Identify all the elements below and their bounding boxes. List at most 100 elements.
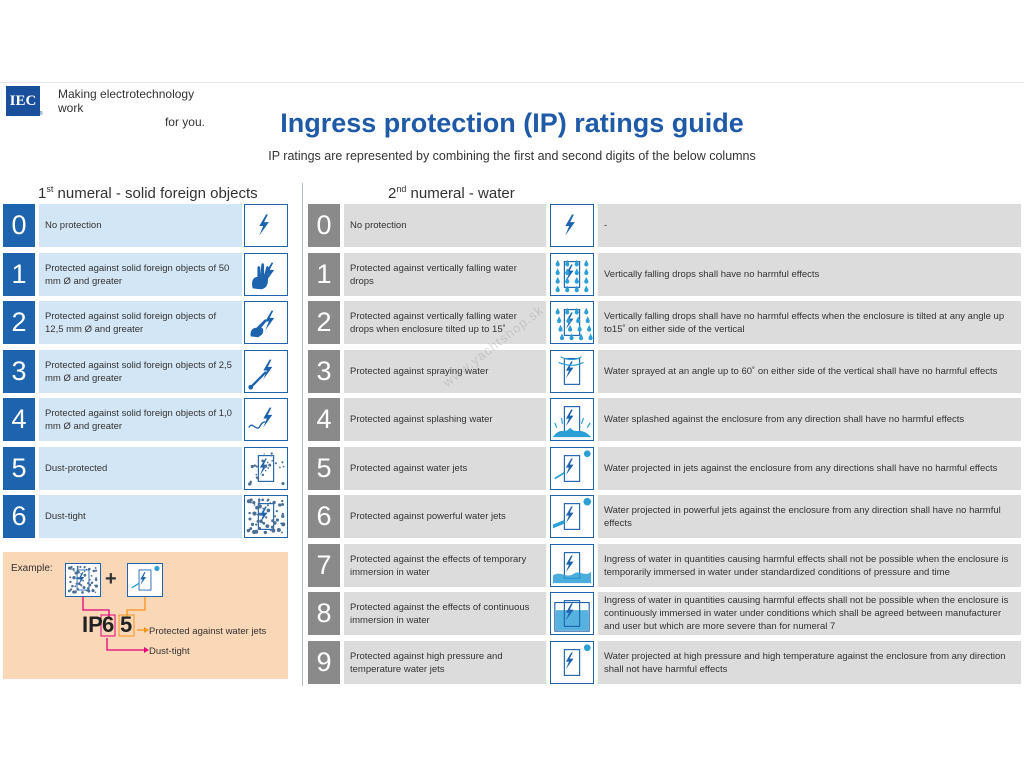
solid-row-0: 0 No protection <box>3 204 288 247</box>
rating-description: Dust-tight <box>39 495 242 538</box>
ip-prefix: IP <box>82 612 103 637</box>
water-jet-icon <box>127 563 163 597</box>
water-row-0: 0 No protection - <box>308 204 1021 247</box>
rating-number: 5 <box>3 447 35 490</box>
temporary-immersion-icon <box>550 544 594 587</box>
solid-row-3: 3 Protected against solid foreign object… <box>3 350 288 393</box>
rating-number: 1 <box>3 253 35 296</box>
water-row-8: 8 Protected against the effects of conti… <box>308 592 1021 635</box>
plus-sign: + <box>105 568 117 590</box>
tool-icon <box>244 350 288 393</box>
rating-number: 8 <box>308 592 340 635</box>
tagline: Making electrotechnology work for you. <box>58 87 208 129</box>
water-row-7: 7 Protected against the effects of tempo… <box>308 544 1021 587</box>
water-row-9: 9 Protected against high pressure and te… <box>308 641 1021 684</box>
rating-description: Protected against splashing water <box>344 398 546 441</box>
hand-icon <box>244 253 288 296</box>
rating-effect: Vertically falling drops shall have no h… <box>598 301 1021 344</box>
solid-row-4: 4 Protected against solid foreign object… <box>3 398 288 441</box>
rating-number: 6 <box>308 495 340 538</box>
column-divider <box>302 183 303 686</box>
rating-description: Protected against spraying water <box>344 350 546 393</box>
connector-line-jet <box>126 597 146 618</box>
dense-dust-icon <box>244 495 288 538</box>
iec-logo: IEC <box>6 86 40 116</box>
column-2-heading: 2nd numeral - water <box>388 184 515 202</box>
solid-row-6: 6 Dust-tight <box>3 495 288 538</box>
rating-description: Protected against vertically falling wat… <box>344 301 546 344</box>
registered-mark: ® <box>39 111 43 117</box>
water-row-3: 3 Protected against spraying water Water… <box>308 350 1021 393</box>
ip-digit-2: 5 <box>120 612 133 637</box>
rating-number: 3 <box>3 350 35 393</box>
rating-effect: Water sprayed at an angle up to 60˚ on e… <box>598 350 1021 393</box>
water-row-1: 1 Protected against vertically falling w… <box>308 253 1021 296</box>
connector-line-digit1 <box>106 638 144 651</box>
solid-row-2: 2 Protected against solid foreign object… <box>3 301 288 344</box>
rating-number: 4 <box>3 398 35 441</box>
rating-number: 6 <box>3 495 35 538</box>
tagline-line-1: Making electrotechnology work <box>58 87 195 115</box>
finger-icon <box>244 301 288 344</box>
rating-description: Protected against solid foreign objects … <box>39 301 242 344</box>
rating-effect: Ingress of water in quantities causing h… <box>598 592 1021 635</box>
rating-effect: Water splashed against the enclosure fro… <box>598 398 1021 441</box>
rating-description: Protected against solid foreign objects … <box>39 253 242 296</box>
column-1-heading-number: 1 <box>38 185 47 202</box>
water-row-2: 2 Protected against vertically falling w… <box>308 301 1021 344</box>
column-2-heading-suffix: nd <box>396 184 407 194</box>
rating-description: Protected against solid foreign objects … <box>39 398 242 441</box>
rating-number: 4 <box>308 398 340 441</box>
top-separator-line <box>0 82 1024 83</box>
page-title: Ingress protection (IP) ratings guide <box>280 108 744 138</box>
high-pressure-jet-icon <box>550 641 594 684</box>
rating-number: 0 <box>3 204 35 247</box>
water-row-5: 5 Protected against water jets Water pro… <box>308 447 1021 490</box>
column-2-heading-text: numeral - water <box>406 185 515 202</box>
example-note-water-jets: Protected against water jets <box>149 626 267 637</box>
spray-icon <box>550 350 594 393</box>
rating-number: 1 <box>308 253 340 296</box>
rating-description: Dust-protected <box>39 447 242 490</box>
example-label: Example: <box>11 563 53 574</box>
rating-description: Protected against powerful water jets <box>344 495 546 538</box>
tilted-drops-icon <box>550 301 594 344</box>
rating-description: Protected against water jets <box>344 447 546 490</box>
rating-number: 7 <box>308 544 340 587</box>
arrow-head-digit2 <box>144 627 149 633</box>
column-1-heading: 1st numeral - solid foreign objects <box>38 184 258 202</box>
column-1-heading-suffix: st <box>46 184 54 194</box>
water-row-4: 4 Protected against splashing water Wate… <box>308 398 1021 441</box>
splash-icon <box>550 398 594 441</box>
column-1-heading-text: numeral - solid foreign objects <box>53 185 258 202</box>
rating-number: 3 <box>308 350 340 393</box>
solid-row-1: 1 Protected against solid foreign object… <box>3 253 288 296</box>
page-subtitle: IP ratings are represented by combining … <box>268 149 756 163</box>
rating-description: Protected against vertically falling wat… <box>344 253 546 296</box>
rating-number: 2 <box>308 301 340 344</box>
example-box: Example: + IP 6 5 Protected against wate… <box>3 552 288 679</box>
rating-description: Protected against the effects of continu… <box>344 592 546 635</box>
lightning-icon <box>550 204 594 247</box>
example-connector-lines <box>82 597 149 653</box>
rating-effect: Vertically falling drops shall have no h… <box>598 253 1021 296</box>
rating-description: No protection <box>344 204 546 247</box>
digit-2-box <box>118 614 135 637</box>
rating-description: No protection <box>39 204 242 247</box>
connector-line-dust <box>82 597 110 618</box>
tagline-line-2: for you. <box>164 115 205 129</box>
ip-digit-1: 6 <box>102 612 115 637</box>
powerful-jet-icon <box>550 495 594 538</box>
rating-effect: Water projected in jets against the encl… <box>598 447 1021 490</box>
solid-row-5: 5 Dust-protected <box>3 447 288 490</box>
continuous-immersion-icon <box>550 592 594 635</box>
dust-icon <box>244 447 288 490</box>
lightning-icon <box>244 204 288 247</box>
vertical-drops-icon <box>550 253 594 296</box>
rating-effect: Ingress of water in quantities causing h… <box>598 544 1021 587</box>
digit-1-box <box>100 614 116 637</box>
arrow-head-digit1 <box>144 647 149 653</box>
rating-number: 9 <box>308 641 340 684</box>
rating-number: 2 <box>3 301 35 344</box>
wire-icon <box>244 398 288 441</box>
